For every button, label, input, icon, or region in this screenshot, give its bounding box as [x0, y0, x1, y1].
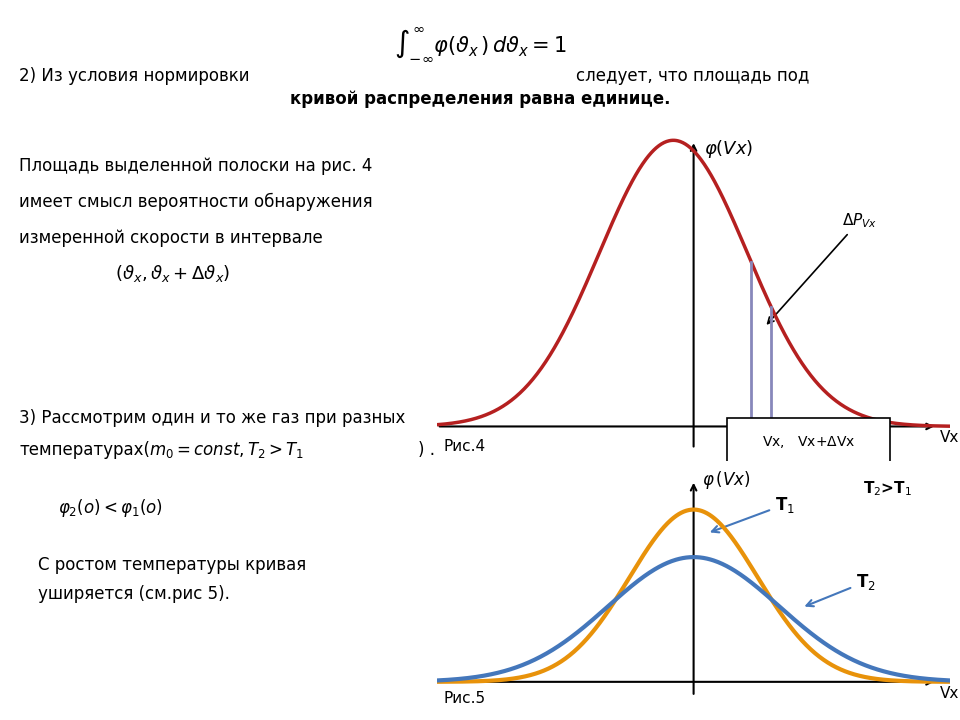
Text: Vx,   Vx+$\Delta$Vx: Vx, Vx+$\Delta$Vx — [762, 434, 855, 450]
Text: T$_2$>T$_1$: T$_2$>T$_1$ — [862, 480, 911, 498]
Text: Площадь выделенной полоски на рис. 4: Площадь выделенной полоски на рис. 4 — [19, 157, 372, 175]
Text: 2) Из условия нормировки: 2) Из условия нормировки — [19, 67, 250, 85]
Text: $\int_{-\infty}^{\infty} \varphi(\vartheta_x\,)\,d\vartheta_x = 1$: $\int_{-\infty}^{\infty} \varphi(\varthe… — [394, 25, 566, 63]
Text: температурах(: температурах( — [19, 441, 150, 459]
Text: имеет смысл вероятности обнаружения: имеет смысл вероятности обнаружения — [19, 192, 372, 211]
Text: $\varphi_2(o) < \varphi_1(o)$: $\varphi_2(o) < \varphi_1(o)$ — [58, 497, 162, 518]
Text: следует, что площадь под: следует, что площадь под — [576, 67, 809, 85]
Text: $m_0 = const, T_2 > T_1$: $m_0 = const, T_2 > T_1$ — [149, 440, 304, 460]
Text: Vx: Vx — [940, 686, 960, 701]
Text: кривой распределения равна единице.: кривой распределения равна единице. — [290, 90, 670, 108]
Text: 3) Рассмотрим один и то же газ при разных: 3) Рассмотрим один и то же газ при разны… — [19, 409, 405, 426]
Text: T$_1$: T$_1$ — [712, 495, 795, 532]
Text: Vx: Vx — [940, 431, 960, 446]
Text: $\varphi(Vx)$: $\varphi(Vx)$ — [704, 138, 753, 160]
Text: уширяется (см.рис 5).: уширяется (см.рис 5). — [38, 585, 230, 603]
Text: $(\vartheta_x,\vartheta_x + \Delta\vartheta_x)$: $(\vartheta_x,\vartheta_x + \Delta\varth… — [115, 263, 230, 284]
Text: $\varphi\,(Vx)$: $\varphi\,(Vx)$ — [702, 469, 750, 491]
Text: Рис.5: Рис.5 — [444, 690, 486, 706]
Text: ) .: ) . — [418, 441, 435, 459]
Text: Рис.4: Рис.4 — [444, 439, 486, 454]
Text: измеренной скорости в интервале: измеренной скорости в интервале — [19, 228, 323, 246]
FancyBboxPatch shape — [727, 418, 890, 464]
Text: $\Delta P_{Vx}$: $\Delta P_{Vx}$ — [768, 211, 877, 323]
Text: С ростом температуры кривая: С ростом температуры кривая — [38, 556, 306, 575]
Text: T$_2$: T$_2$ — [806, 572, 876, 606]
